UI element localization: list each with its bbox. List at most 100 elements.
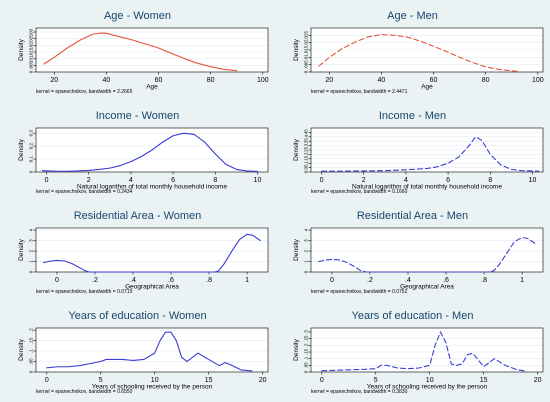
y-tick-label: 0.1	[29, 155, 34, 162]
chart-svg: 0 0.1 0.2 0.3 0 2 4 6 8 10 Density Natural logarith…	[18, 127, 269, 191]
x-tick-label: 20	[325, 77, 333, 84]
y-tick-label: .025	[304, 30, 309, 39]
y-tick-label: .025	[29, 34, 34, 43]
x-tick-label: 40	[377, 77, 385, 84]
panel-title: Years of education - Men	[351, 310, 474, 322]
x-tick-label: 1	[245, 277, 249, 284]
density-line	[43, 32, 238, 72]
x-tick-label: 4	[404, 177, 408, 184]
plot-frame	[310, 327, 544, 373]
x-tick-label: 15	[480, 377, 488, 384]
y-tick-label: .15	[304, 348, 309, 355]
x-tick-label: 80	[207, 77, 215, 84]
x-tick-label: 0	[55, 277, 59, 284]
plot-region	[36, 328, 268, 372]
x-tick-label: .4	[130, 277, 136, 284]
x-axis-title: Natural logarithm of total monthly house…	[77, 184, 227, 191]
y-tick-label: .2	[29, 328, 34, 332]
y-tick-label: 0	[304, 70, 309, 73]
density-line	[318, 236, 536, 273]
density-line	[320, 136, 540, 172]
x-tick-label: 10	[151, 377, 159, 384]
plot-frame	[310, 127, 544, 173]
plot-frame	[35, 327, 269, 373]
y-tick-label: .2	[304, 152, 309, 156]
y-tick-label: .05	[29, 358, 34, 365]
density-line	[46, 331, 253, 372]
x-tick-label: 2	[362, 177, 366, 184]
y-tick-label: .35	[304, 138, 309, 145]
x-tick-label: 6	[446, 177, 450, 184]
y-tick-label: .2	[304, 343, 309, 347]
density-line	[41, 132, 259, 173]
y-tick-label: .005	[29, 60, 34, 69]
x-tick-label: 4	[129, 177, 133, 184]
x-tick-label: .6	[168, 277, 174, 284]
y-axis-title: Density	[293, 38, 300, 60]
x-tick-label: 0	[45, 377, 49, 384]
y-tick-label: .1	[304, 356, 309, 360]
y-tick-label: .01	[29, 55, 34, 62]
x-axis-title: Geographical Area	[400, 284, 454, 291]
kernel-note: kernel = epanechnikov, bandwidth = 2.447…	[311, 89, 408, 95]
chart-svg: 0.005.01.015.02.025 20 40 60 80 100 Density Age	[293, 27, 544, 91]
x-axis-title: Age	[146, 84, 158, 91]
x-tick-label: 0	[320, 177, 324, 184]
x-tick-label: .4	[405, 277, 411, 284]
x-tick-label: 60	[155, 77, 163, 84]
y-tick-label: .25	[304, 146, 309, 153]
x-tick-label: 100	[532, 77, 544, 84]
y-tick-label: 0	[29, 270, 34, 273]
y-tick-label: 0	[29, 170, 34, 173]
y-tick-label: 3	[29, 239, 34, 242]
x-tick-label: 10	[529, 177, 537, 184]
y-tick-label: .15	[304, 155, 309, 162]
panel-education-men: Years of education - Men 0.05.1.15.2.25.…	[275, 300, 550, 400]
x-tick-label: 20	[50, 77, 58, 84]
y-tick-label: .15	[29, 337, 34, 344]
y-tick-label: 4	[29, 228, 34, 231]
x-tick-label: 0	[45, 177, 49, 184]
y-axis-title: Density	[18, 138, 25, 160]
y-tick-label: .01	[304, 54, 309, 61]
panel-title: Income - Men	[378, 110, 447, 122]
y-tick-label: 0.2	[29, 142, 34, 149]
plot-frame	[35, 27, 269, 73]
y-tick-label: 1	[29, 260, 34, 263]
y-tick-label: .03	[29, 28, 34, 35]
plot-region	[311, 228, 543, 272]
y-tick-label: .02	[29, 42, 34, 49]
panel-residential-women: Residential Area - Women 0 1 2 3 4 0 .2 .4 .6 .8 1…	[0, 200, 275, 300]
panel-title: Income - Women	[95, 110, 180, 122]
x-tick-label: .2	[92, 277, 98, 284]
x-tick-label: 5	[99, 377, 103, 384]
y-tick-label: .45	[304, 129, 309, 136]
y-axis-title: Density	[18, 238, 25, 260]
y-axis-title: Density	[293, 238, 300, 260]
x-tick-label: 60	[430, 77, 438, 84]
x-tick-label: 0	[330, 277, 334, 284]
x-tick-label: 0	[320, 377, 324, 384]
x-tick-label: 20	[534, 377, 542, 384]
x-tick-label: 5	[374, 377, 378, 384]
kernel-note: kernel = epanechnikov, bandwidth = 0.075…	[311, 289, 408, 295]
x-tick-label: .2	[367, 277, 373, 284]
x-tick-label: 40	[102, 77, 110, 84]
panel-title: Age - Women	[103, 10, 172, 22]
x-tick-label: 80	[482, 77, 490, 84]
y-axis-title: Density	[18, 38, 25, 60]
x-tick-label: 8	[213, 177, 217, 184]
y-tick-label: .1	[29, 349, 34, 353]
y-tick-label: .3	[304, 330, 309, 334]
y-tick-label: 2	[304, 249, 309, 252]
y-tick-label: 3	[304, 239, 309, 242]
chart-svg: 0.05.1.15.2.25.3.35.4.450 2 4 6 8 10DensityNa…	[293, 127, 544, 191]
panel-title: Residential Area - Women	[73, 210, 202, 222]
x-tick-label: 10	[254, 177, 262, 184]
y-tick-label: .015	[304, 45, 309, 54]
density-line	[321, 331, 528, 372]
y-tick-label: 4	[304, 228, 309, 231]
x-axis-title: Age	[421, 84, 433, 91]
panel-title: Residential Area - Men	[356, 210, 469, 222]
